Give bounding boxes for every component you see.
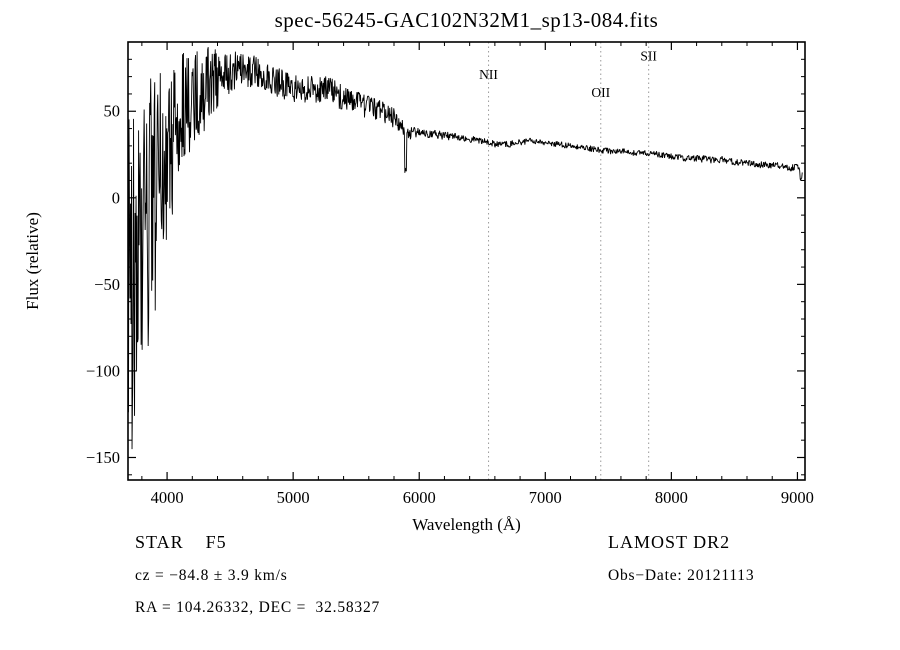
y-axis-label: Flux (relative) (23, 212, 42, 310)
x-tick-label: 9000 (781, 488, 814, 507)
x-tick-label: 7000 (529, 488, 562, 507)
coordinates: RA = 104.26332, DEC = 32.58327 (135, 599, 381, 616)
annotation-label-SII: SII (640, 48, 657, 63)
plot-title: spec-56245-GAC102N32M1_sp13-084.fits (274, 8, 659, 32)
y-tick-label: −100 (86, 361, 120, 380)
y-tick-label: 50 (104, 102, 121, 121)
spectrum-line (128, 47, 803, 450)
annotation-label-NII: NII (479, 67, 498, 82)
y-tick-label: −50 (94, 275, 120, 294)
obs-date: Obs−Date: 20121113 (608, 567, 755, 584)
y-tick-label: 0 (112, 188, 120, 207)
x-tick-label: 5000 (277, 488, 310, 507)
x-tick-label: 8000 (655, 488, 688, 507)
x-axis-label: Wavelength (Å) (412, 515, 521, 534)
y-tick-label: −150 (86, 448, 120, 467)
axes-frame (127, 41, 806, 481)
object-class-label: STAR F5 (135, 532, 227, 552)
annotation-label-OII: OII (591, 85, 610, 100)
cz-value: cz = −84.8 ± 3.9 km/s (135, 567, 288, 584)
x-tick-label: 6000 (403, 488, 436, 507)
x-tick-label: 4000 (151, 488, 184, 507)
survey-label: LAMOST DR2 (608, 532, 731, 552)
